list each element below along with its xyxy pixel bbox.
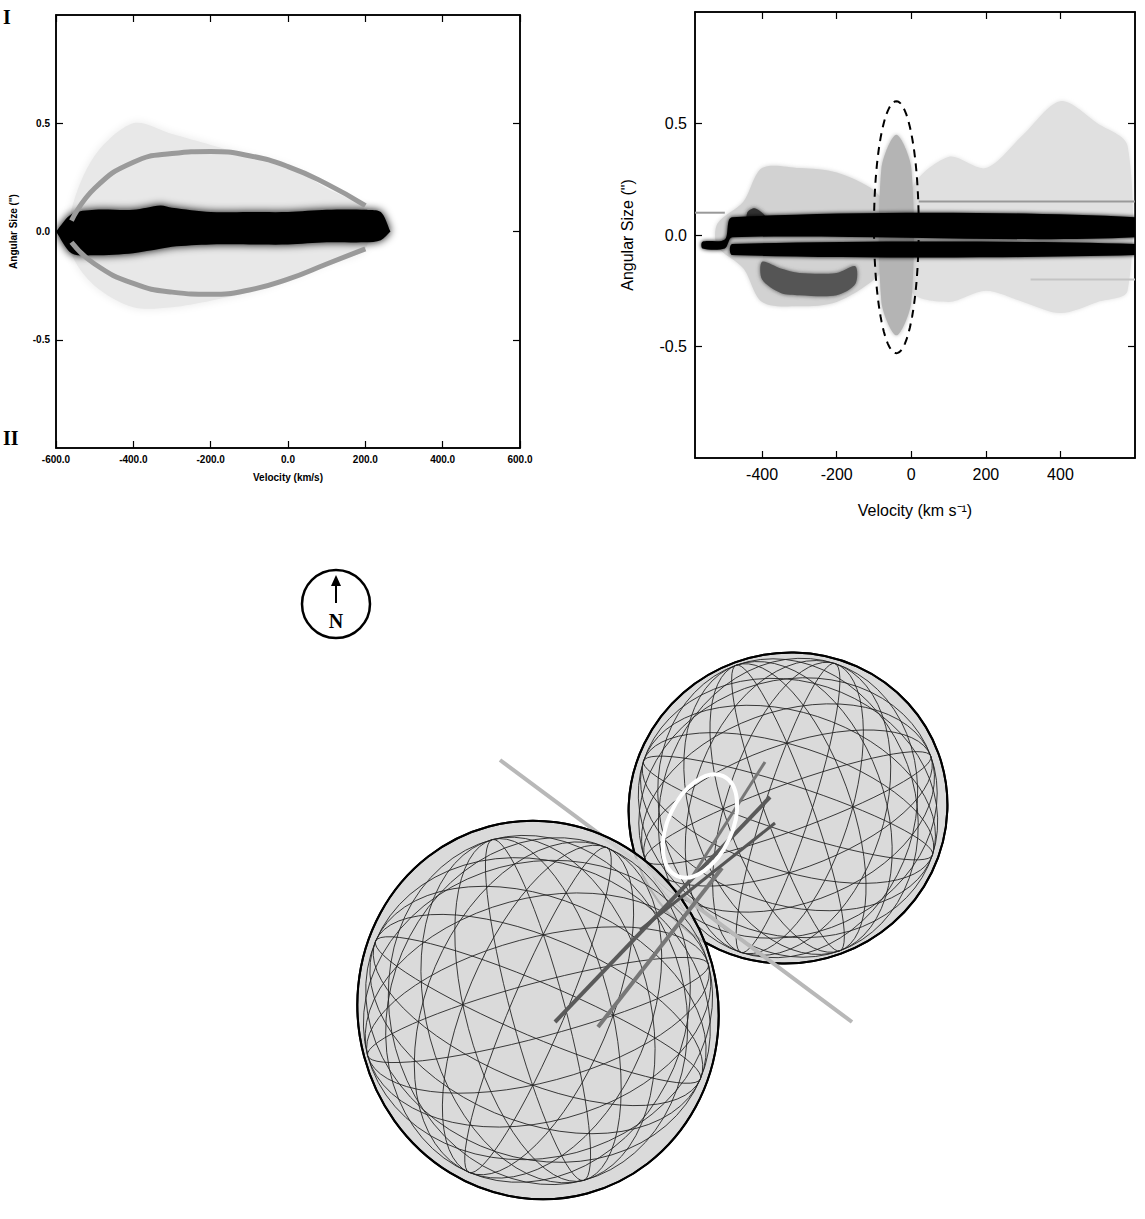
- svg-text:Velocity (km s⁻¹): Velocity (km s⁻¹): [858, 502, 972, 519]
- svg-text:Angular Size ("): Angular Size ("): [619, 179, 636, 291]
- svg-text:-400: -400: [746, 466, 778, 483]
- svg-text:0.0: 0.0: [665, 227, 687, 244]
- svg-text:200.0: 200.0: [353, 454, 378, 465]
- svg-text:600.0: 600.0: [507, 454, 532, 465]
- svg-text:-200.0: -200.0: [196, 454, 225, 465]
- svg-text:-400.0: -400.0: [119, 454, 148, 465]
- svg-text:-0.5: -0.5: [659, 338, 687, 355]
- svg-text:0: 0: [907, 466, 916, 483]
- svg-text:0.5: 0.5: [36, 118, 50, 129]
- svg-text:II: II: [3, 427, 19, 449]
- svg-text:I: I: [3, 6, 11, 28]
- svg-text:0.0: 0.0: [281, 454, 295, 465]
- svg-text:-200: -200: [821, 466, 853, 483]
- svg-text:N: N: [329, 610, 344, 632]
- svg-text:0.5: 0.5: [665, 115, 687, 132]
- svg-text:0.0: 0.0: [36, 226, 50, 237]
- svg-text:Angular Size ("): Angular Size ("): [8, 194, 19, 269]
- svg-text:Velocity (km/s): Velocity (km/s): [253, 472, 323, 483]
- svg-text:-0.5: -0.5: [33, 334, 51, 345]
- svg-text:400: 400: [1047, 466, 1074, 483]
- svg-text:200: 200: [972, 466, 999, 483]
- svg-text:-600.0: -600.0: [42, 454, 71, 465]
- svg-text:400.0: 400.0: [430, 454, 455, 465]
